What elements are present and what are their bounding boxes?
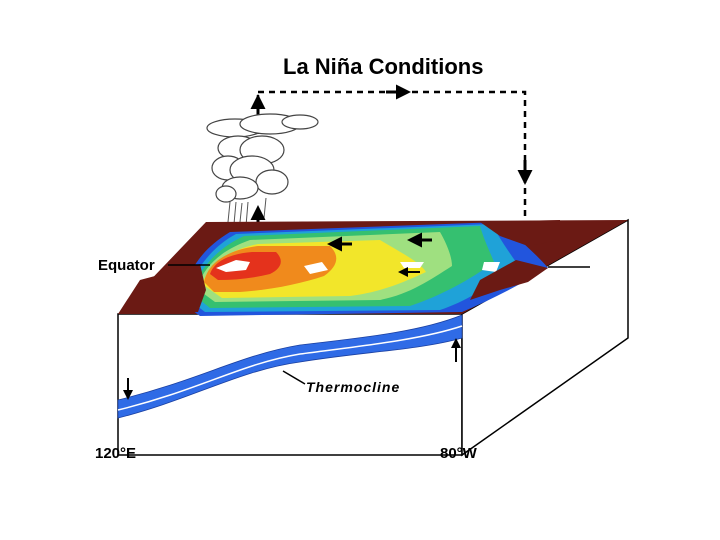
west-longitude-label: 120°E bbox=[95, 445, 136, 462]
ocean-box-side bbox=[461, 218, 629, 457]
thermocline-line bbox=[117, 325, 463, 411]
thermocline-label: Thermocline bbox=[306, 379, 400, 395]
cloud-icon bbox=[206, 113, 319, 203]
walker-circulation bbox=[256, 90, 527, 220]
thermocline-leader bbox=[282, 370, 306, 385]
thermocline-band bbox=[117, 314, 463, 419]
equator-label: Equator bbox=[98, 257, 155, 274]
east-longitude-label: 80°W bbox=[440, 445, 478, 462]
diagram-title: La Niña Conditions bbox=[283, 54, 483, 79]
